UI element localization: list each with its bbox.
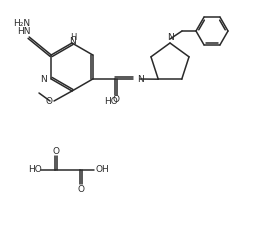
Text: O: O: [112, 95, 119, 104]
Text: OH: OH: [95, 166, 109, 175]
Text: H₂N: H₂N: [13, 20, 30, 29]
Text: O: O: [53, 146, 60, 155]
Text: O: O: [77, 184, 84, 194]
Text: HO: HO: [28, 166, 42, 175]
Text: HO: HO: [104, 97, 118, 106]
Text: N: N: [137, 74, 144, 83]
Text: HN: HN: [17, 27, 31, 36]
Text: O: O: [45, 97, 52, 106]
Text: N: N: [41, 74, 47, 83]
Text: N: N: [70, 38, 76, 47]
Text: H: H: [70, 32, 76, 41]
Text: N: N: [167, 34, 173, 43]
